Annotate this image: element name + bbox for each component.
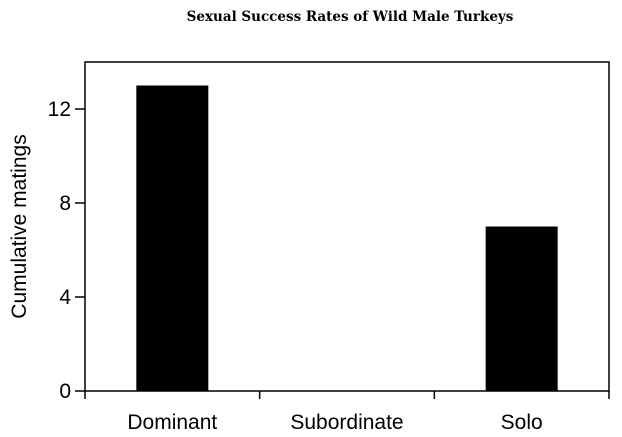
y-tick-label: 8	[59, 192, 71, 215]
y-axis-label: Cumulative matings	[8, 134, 31, 318]
x-tick-label-subordinate: Subordinate	[290, 411, 403, 434]
bar-dominant	[136, 85, 209, 391]
y-tick-label: 4	[59, 286, 71, 309]
x-tick-label-solo: Solo	[501, 411, 543, 434]
y-tick-label: 0	[59, 380, 71, 403]
y-tick-label: 12	[48, 98, 71, 121]
x-axis: Dominant Subordinate Solo	[84, 391, 610, 434]
bar-solo	[485, 226, 558, 391]
x-tick-label-dominant: Dominant	[127, 411, 217, 434]
bars-layer	[136, 85, 558, 391]
chart-title: Sexual Success Rates of Wild Male Turkey…	[186, 9, 514, 25]
plot-frame	[84, 61, 610, 392]
y-axis: 0 4 8 12	[48, 98, 85, 403]
